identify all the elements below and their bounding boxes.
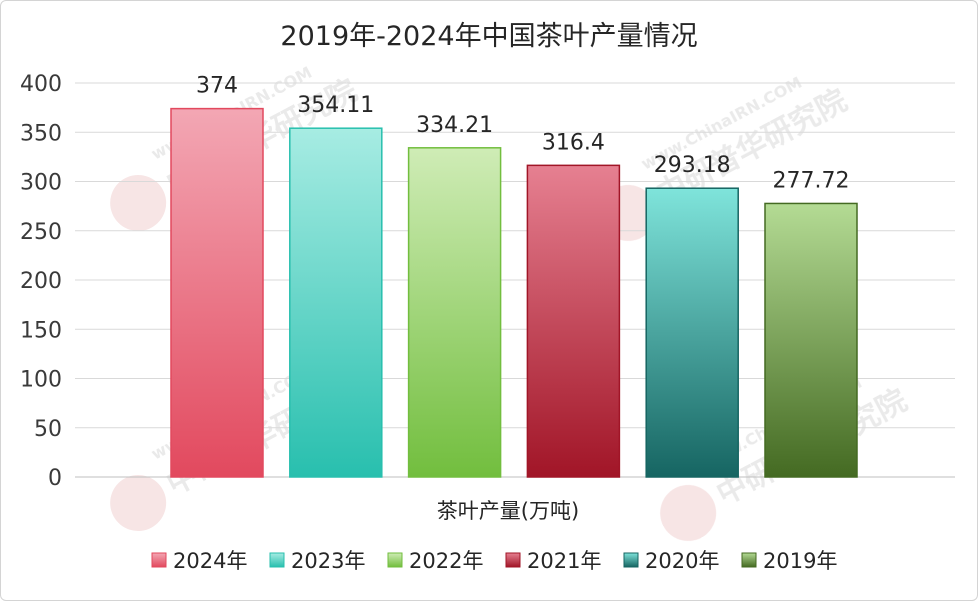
bars — [170, 107, 858, 478]
y-tick-label: 100 — [20, 368, 62, 393]
legend-swatch — [741, 552, 757, 568]
data-label: 293.18 — [654, 153, 731, 178]
legend-swatch — [623, 552, 639, 568]
legend-label: 2022年 — [409, 549, 483, 573]
data-labels: 374 354.11 334.21 316.4 293.18 277.72 — [196, 74, 849, 194]
y-tick-label: 300 — [20, 171, 62, 196]
y-tick-label: 0 — [48, 466, 62, 491]
y-tick-label: 150 — [20, 318, 62, 343]
data-label: 354.11 — [297, 93, 374, 118]
legend-label: 2021年 — [527, 549, 601, 573]
legend-swatch — [269, 552, 285, 568]
legend-swatch — [387, 552, 403, 568]
data-label: 277.72 — [773, 168, 850, 193]
data-label: 316.4 — [542, 130, 605, 155]
bar-2023年 — [289, 127, 383, 478]
x-axis-category: 茶叶产量(万吨) — [437, 499, 579, 523]
legend: 2024年 2023年 2022年 2021年 2020年 2019年 — [151, 549, 837, 573]
chart-title: 2019年-2024年中国茶叶产量情况 — [280, 21, 697, 52]
bar-2022年 — [407, 147, 502, 478]
y-tick-label: 200 — [20, 269, 62, 294]
bar-2024年 — [170, 107, 264, 478]
legend-label: 2023年 — [291, 549, 365, 573]
data-label: 374 — [196, 74, 238, 99]
legend-label: 2019年 — [763, 549, 837, 573]
legend-label: 2020年 — [645, 549, 719, 573]
legend-swatch — [151, 552, 167, 568]
y-tick-label: 50 — [34, 417, 62, 442]
bar-2020年 — [645, 187, 739, 478]
legend-swatch — [505, 552, 521, 568]
data-label: 334.21 — [416, 113, 493, 138]
y-tick-label: 400 — [20, 72, 62, 97]
legend-label: 2024年 — [173, 549, 247, 573]
bar-2019年 — [764, 202, 858, 478]
y-tick-label: 350 — [20, 121, 62, 146]
bar-2021年 — [526, 164, 621, 478]
y-axis: 0 50 100 150 200 250 300 350 400 — [20, 72, 62, 491]
y-tick-label: 250 — [20, 220, 62, 245]
